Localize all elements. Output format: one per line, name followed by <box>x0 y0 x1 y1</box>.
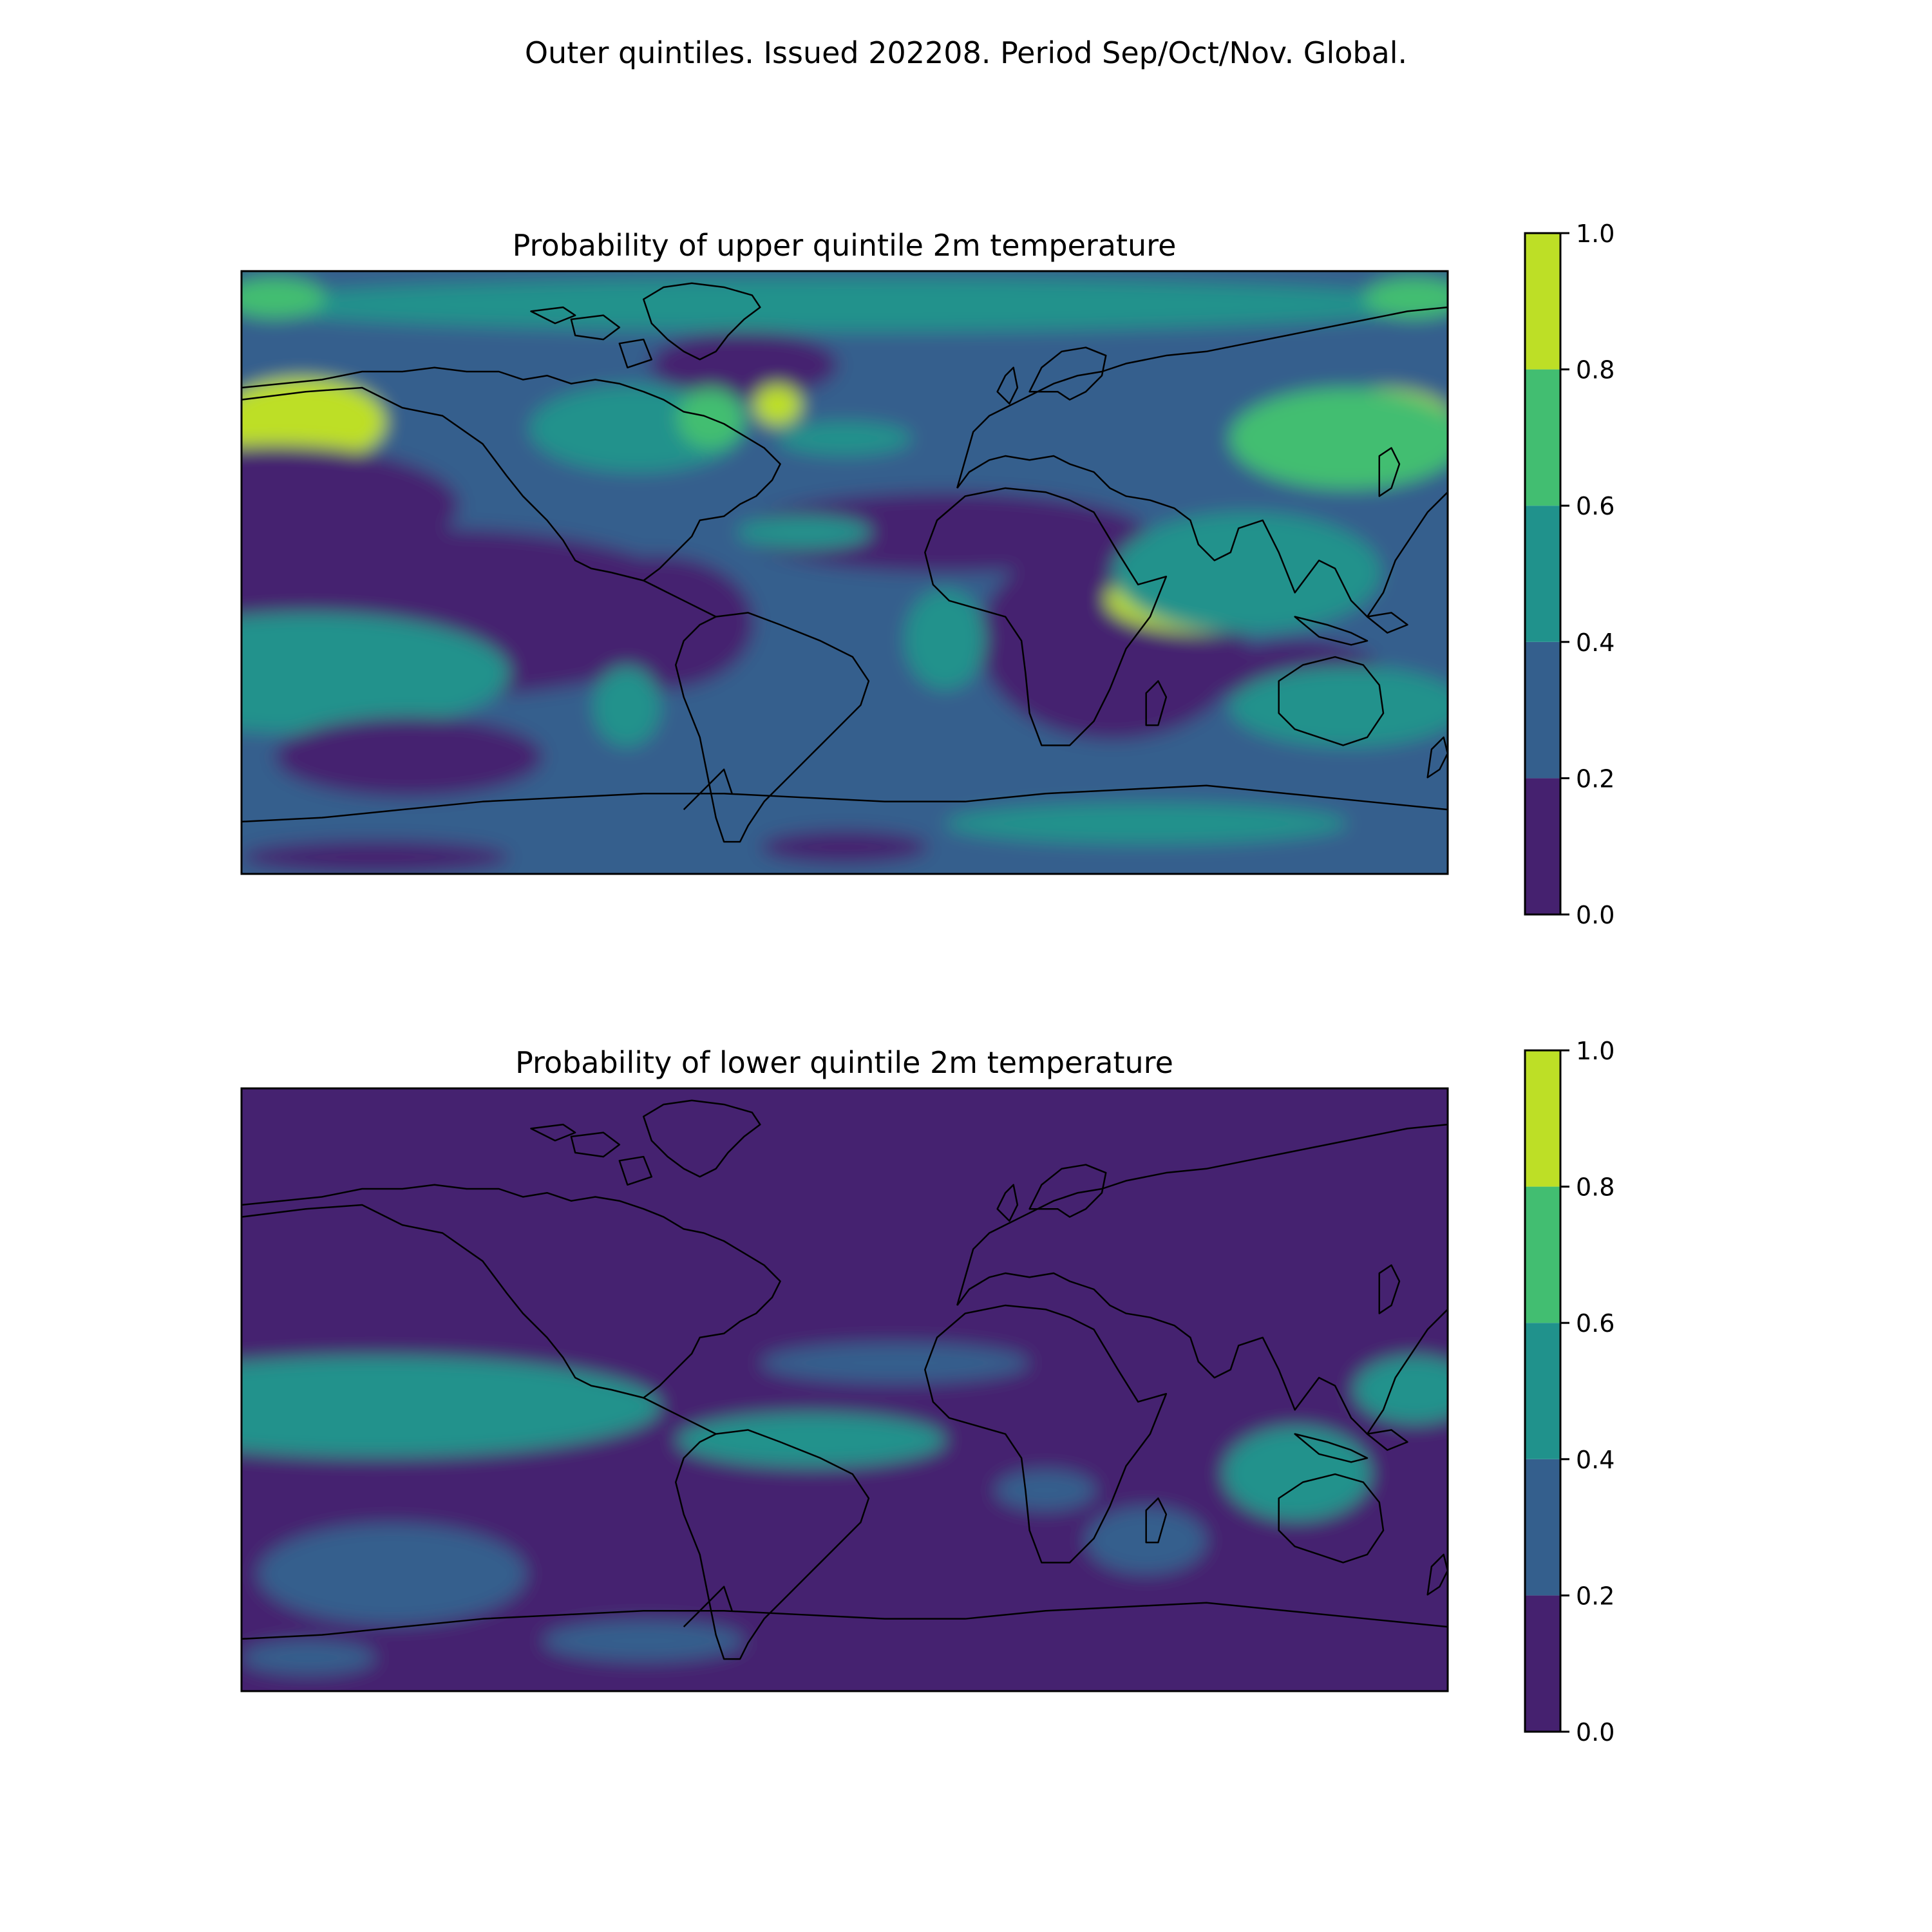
heatmap-region <box>777 422 912 455</box>
panel-lower-title: Probability of lower quintile 2m tempera… <box>515 1045 1173 1080</box>
heatmap-region <box>744 492 1146 573</box>
colorbar-level <box>1525 1050 1560 1187</box>
heatmap-region <box>1112 512 1381 633</box>
heatmap-region <box>242 1641 376 1674</box>
heatmap-region <box>242 278 326 318</box>
colorbar-tick-label: 0.6 <box>1576 1309 1615 1338</box>
heatmap-region <box>242 378 386 466</box>
upper-heatmap <box>242 271 1448 874</box>
lower-colorbar: 0.0 0.2 0.4 0.6 0.8 1.0 <box>1524 1037 1615 1747</box>
colorbar-tick-label: 0.4 <box>1576 629 1615 657</box>
colorbar-level <box>1525 369 1560 506</box>
heatmap-region <box>1229 666 1448 747</box>
panel-lower: Probability of lower quintile 2m tempera… <box>240 1037 1615 1747</box>
heatmap-region <box>258 1524 527 1624</box>
heatmap-region <box>905 589 986 690</box>
colorbar-tick-label: 0.8 <box>1576 1173 1615 1202</box>
colorbar-frame <box>1524 1049 1562 1733</box>
heatmap-region <box>566 556 755 690</box>
heatmap-region <box>242 1356 661 1457</box>
heatmap-region <box>242 612 510 734</box>
colorbar-level <box>1525 233 1560 370</box>
colorbar-level <box>1525 778 1560 914</box>
lower-heatmap <box>242 1088 1448 1691</box>
upper-colorbar: 0.0 0.2 0.4 0.6 0.8 1.0 <box>1524 220 1615 929</box>
colorbar-level <box>1525 1323 1560 1459</box>
upper-map-frame <box>240 270 1449 875</box>
heatmap-region <box>593 666 661 747</box>
colorbar-tick-label: 1.0 <box>1576 1037 1615 1065</box>
heatmap-region <box>677 1413 945 1467</box>
colorbar-tick-label: 0.8 <box>1576 356 1615 384</box>
colorbar-level <box>1525 1459 1560 1596</box>
heatmap-region <box>650 331 838 399</box>
colorbar-frame <box>1524 232 1562 916</box>
colorbar-tick-label: 0.4 <box>1576 1446 1615 1474</box>
lower-map-frame <box>240 1087 1449 1692</box>
heatmap-region <box>1229 388 1448 489</box>
heatmap-region <box>737 515 872 549</box>
heatmap-region <box>761 830 929 864</box>
colorbar-tick-label: 0.6 <box>1576 492 1615 520</box>
heatmap-region <box>1223 1426 1371 1520</box>
heatmap-region <box>1363 278 1448 318</box>
colorbar-tick-label: 0.2 <box>1576 764 1615 793</box>
colorbar-level <box>1525 641 1560 779</box>
heatmap-region <box>995 1470 1096 1511</box>
colorbar-level <box>1525 1186 1560 1323</box>
heatmap-region <box>754 384 801 426</box>
heatmap-region <box>1354 1356 1448 1423</box>
colorbar-tick-label: 1.0 <box>1576 220 1615 248</box>
heatmap-region <box>242 278 1448 332</box>
heatmap-region <box>945 803 1347 844</box>
heatmap-region <box>761 1343 1029 1383</box>
colorbar-tick-label: 0.2 <box>1576 1582 1615 1610</box>
panel-upper: Probability of upper quintile 2m tempera… <box>240 220 1615 929</box>
colorbar-tick-label: 0.0 <box>1576 901 1615 929</box>
figure-title: Outer quintiles. Issued 202208. Period S… <box>524 35 1408 70</box>
colorbar-tick-label: 0.0 <box>1576 1718 1615 1747</box>
heatmap-region <box>242 840 510 874</box>
heatmap-region <box>275 716 544 797</box>
panel-upper-title: Probability of upper quintile 2m tempera… <box>513 228 1177 263</box>
colorbar-level <box>1525 506 1560 642</box>
colorbar-level <box>1525 1595 1560 1732</box>
heatmap-region <box>543 1620 744 1662</box>
